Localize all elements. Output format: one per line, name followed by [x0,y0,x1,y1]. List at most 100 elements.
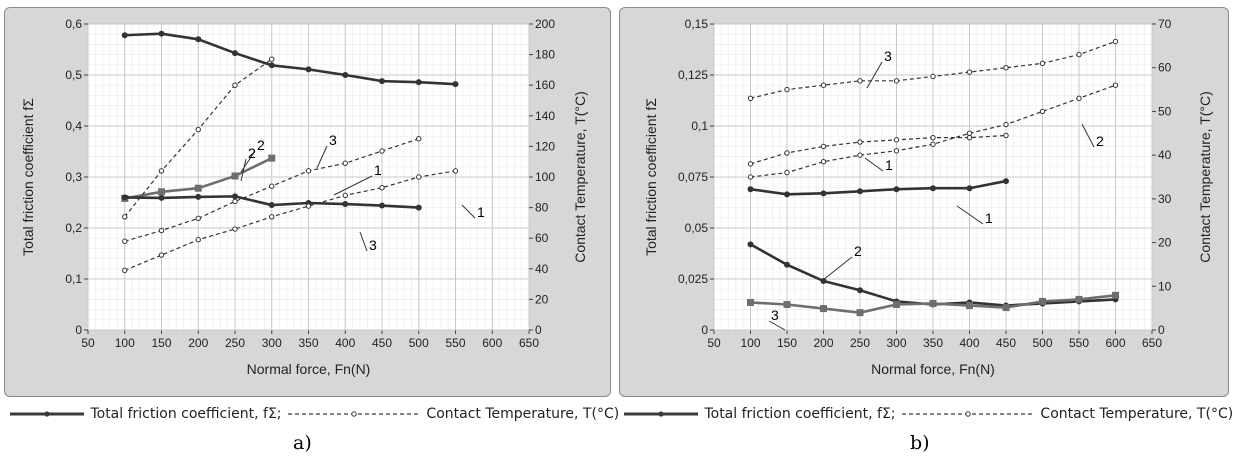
caption-a: a) [293,432,312,454]
x-tick-label: 100 [740,336,760,350]
data-point [195,215,201,222]
data-point [1076,51,1082,58]
data-point [232,50,238,57]
data-point [122,267,128,274]
y2-tick-label: 60 [1158,61,1172,75]
data-point [747,161,754,167]
annotation-label: 2 [248,145,256,161]
data-point [268,202,275,209]
y2-tick-label: 0 [535,323,542,337]
data-point [158,227,165,234]
annotation-leader [768,320,786,331]
y2-tick-label: 70 [1158,17,1172,31]
data-point [195,237,201,243]
x-tick-label: 400 [335,336,355,350]
y2-tick-label: 160 [535,78,555,92]
data-point [784,191,790,198]
data-point [122,214,128,220]
data-point [305,66,312,73]
x-tick-label: 50 [81,336,95,350]
data-point [893,78,900,84]
legend-b-temperature-label: Contact Temperature, T(°C) [1040,406,1233,422]
data-point [857,188,863,195]
data-point [930,134,936,141]
annotation-label: 1 [477,204,485,220]
annotation-label: 2 [1096,133,1104,149]
x-tick-label: 100 [115,336,135,350]
series-line-left-1 [750,179,1007,196]
data-point [195,193,202,200]
x-tick-label: 250 [225,336,245,350]
data-point [930,73,936,80]
data-point [1003,132,1009,139]
data-point [1039,297,1046,305]
legend-a: Total friction coefficient, fΣ; Contact … [8,406,619,422]
annotation-label: 3 [771,307,779,323]
data-point [893,137,900,143]
chart-panel-b: 50 100 150 200 250 300 350 400 450 500 550 600 650 0 0… [619,7,1229,397]
data-point [232,82,238,88]
annotation-label: 1 [885,157,893,173]
data-point [269,214,275,220]
data-point [121,32,128,39]
data-point [820,82,827,88]
data-point [893,186,900,193]
y-tick-label: 0 [701,323,708,337]
y-tick-label: 0,025 [678,272,708,286]
x-tick-label: 600 [482,336,502,350]
y2-tick-label: 20 [1158,236,1172,250]
data-point [122,238,128,244]
data-point [820,143,827,150]
legend-b-friction-label: Total friction coefficient, fΣ; [704,406,896,422]
legend-b: Total friction coefficient, fΣ; Contact … [622,406,1233,422]
y2-tick-label: 30 [1158,192,1172,206]
data-point [929,299,937,307]
x-tick-label: 650 [519,336,539,350]
x-tick-label: 300 [262,336,282,350]
data-point [158,168,165,174]
data-point [232,198,238,205]
x-axis-title: Normal force, Fn(N) [871,361,995,377]
data-point [966,302,973,310]
chart-b-svg: 50 100 150 200 250 300 350 400 450 500 550 600 65000… [643,17,1213,377]
data-point [195,36,202,43]
annotation-leader [359,231,368,252]
data-point [857,78,863,84]
y2-tick-label: 100 [535,170,555,184]
data-point [231,172,239,180]
x-tick-label: 500 [1032,336,1052,350]
data-point [416,174,422,180]
data-point [379,202,385,209]
data-point [747,186,754,193]
data-point [232,226,238,232]
annotation-leader [822,256,853,281]
x-tick-label: 200 [813,336,833,350]
data-point [158,30,165,37]
data-point [1039,108,1046,115]
annotation-leader [956,205,984,225]
x-tick-label: 450 [372,336,392,350]
data-point [820,278,827,285]
data-point [305,168,312,174]
y-tick-label: 0,075 [678,170,708,184]
data-point [232,193,238,200]
legend-a-friction-label: Total friction coefficient, fΣ; [90,406,282,422]
annotation-leader [316,145,328,169]
legend-b-dashed-marker [901,411,1034,417]
data-point [747,174,754,180]
data-point [966,134,973,141]
y2-tick-label: 0 [1158,323,1165,337]
x-tick-label: 350 [298,336,318,350]
y-tick-label: 0,1 [691,119,708,133]
legend-a-solid-marker [10,411,84,417]
caption-b: b) [910,432,930,454]
y-axis-title: Total friction coefficient fΣ [643,98,659,256]
data-point [856,309,864,317]
data-point [305,203,312,209]
y2-tick-label: 140 [535,109,555,123]
series-line-right-1 [124,170,456,271]
y-tick-label: 0 [75,323,82,337]
y2-axis-title: Contact Temperature, T(°C) [572,91,588,263]
data-point [930,141,936,147]
x-tick-label: 300 [886,336,906,350]
